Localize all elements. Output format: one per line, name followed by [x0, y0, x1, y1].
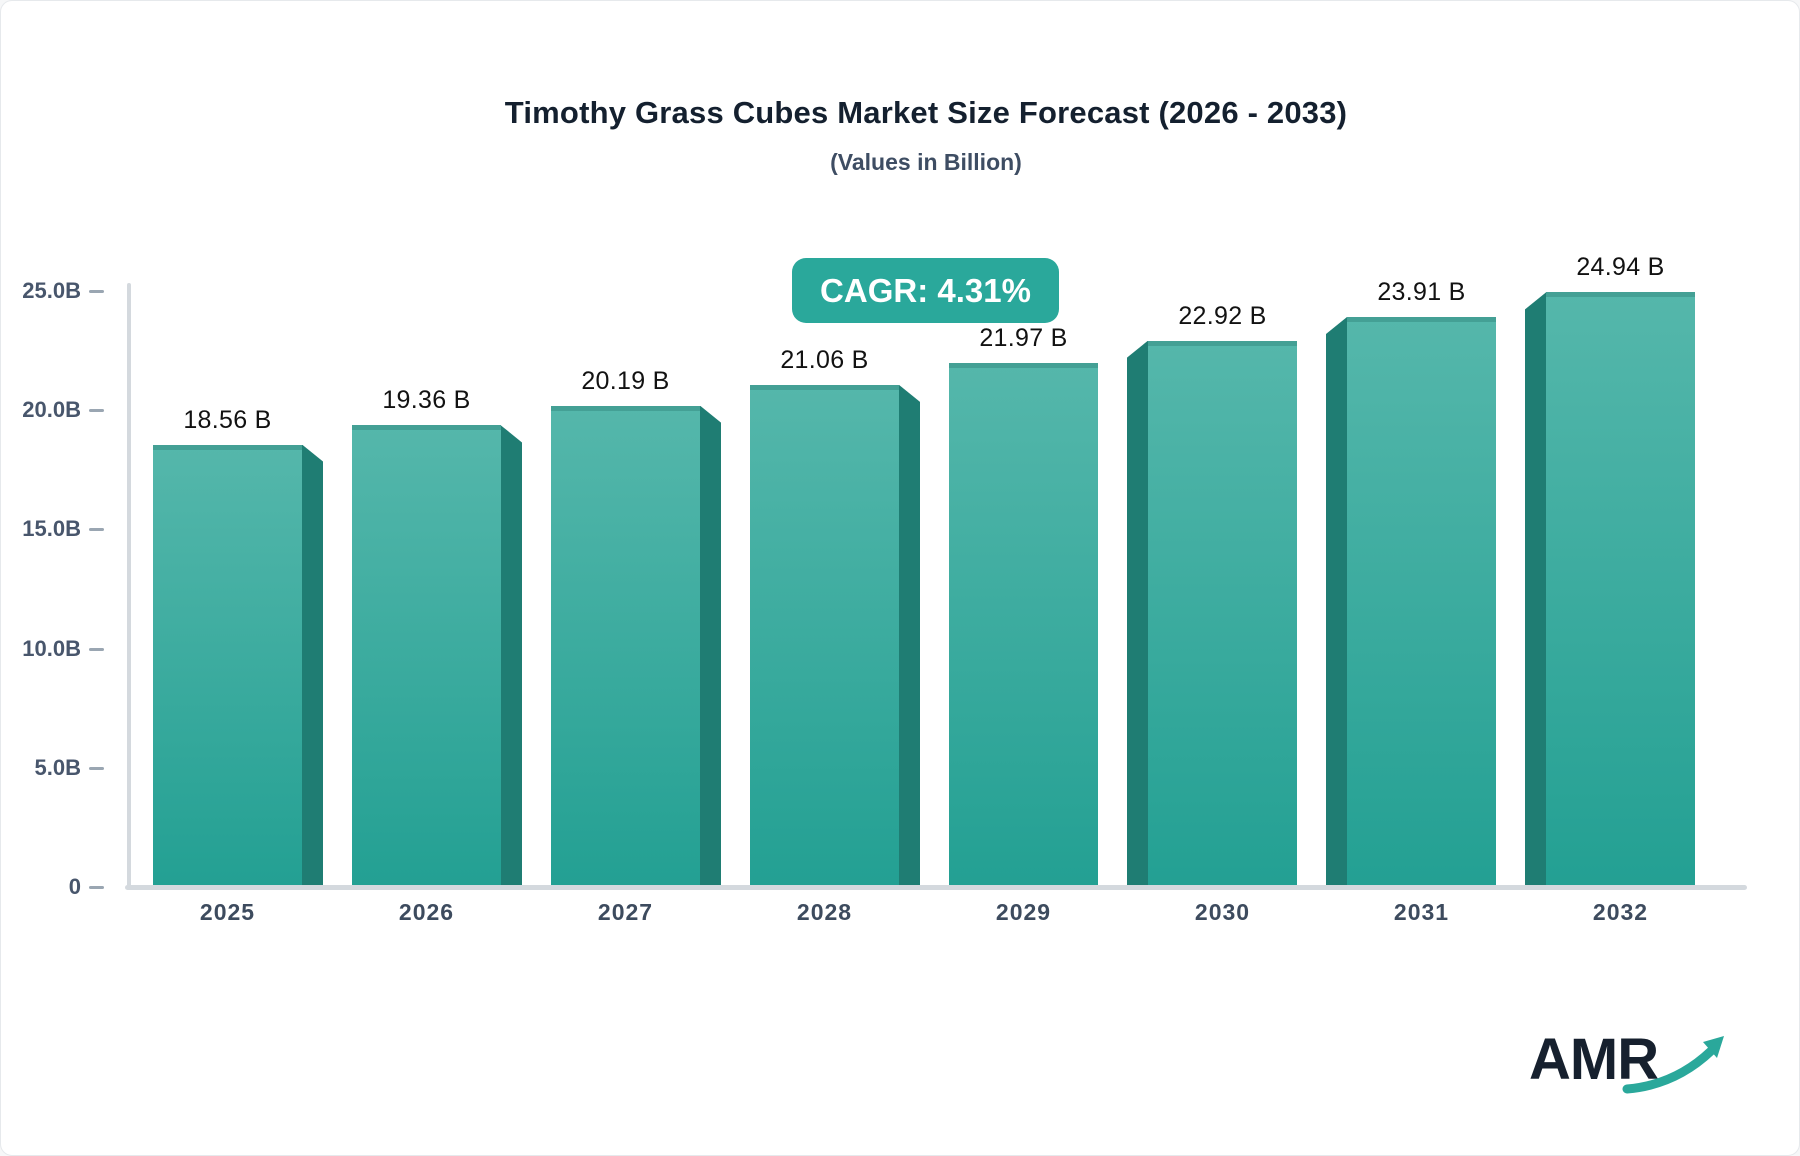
xtick-label-2028: 2028: [796, 899, 853, 925]
bar-value-label-2026: 19.36 B: [382, 386, 471, 415]
ytick-label: 5.0B: [34, 754, 81, 780]
amr-logo-text: AMR: [1529, 1027, 1659, 1092]
bar-side-face-2032: [1525, 292, 1546, 885]
bar-value-label-2031: 23.91 B: [1377, 277, 1466, 306]
ytick-dash-icon: [89, 886, 104, 889]
bar-side-face-2026: [501, 425, 522, 885]
xtick-label-2027: 2027: [597, 899, 654, 925]
x-axis-line: [125, 885, 1747, 890]
bar-2028[interactable]: [750, 384, 899, 885]
bar-side-face-2027: [700, 405, 721, 885]
bar-side-face-2025: [302, 444, 323, 885]
xtick-label-2026: 2026: [398, 899, 455, 925]
bar-2027[interactable]: [551, 405, 700, 885]
ytick-dash-icon: [89, 766, 104, 770]
cagr-badge-label: CAGR: 4.31%: [820, 271, 1031, 309]
bar-value-label-2029: 21.97 B: [979, 324, 1068, 353]
bar-value-label-2028: 21.06 B: [780, 345, 869, 374]
ytick-dash-icon: [89, 290, 104, 293]
growth-arrow-icon: [1622, 1036, 1724, 1094]
bar-2031[interactable]: [1347, 316, 1496, 885]
bar-value-label-2027: 20.19 B: [581, 366, 670, 395]
bar-2030[interactable]: [1148, 340, 1297, 885]
bar-2025[interactable]: [153, 444, 302, 885]
chart-subtitle: (Values in Billion): [830, 149, 1022, 175]
ytick-label: 25.0B: [22, 278, 81, 303]
xtick-label-2025: 2025: [199, 899, 256, 925]
ytick-dash-icon: [89, 647, 104, 651]
bar-2029[interactable]: [949, 363, 1098, 885]
ytick-label: 0: [68, 874, 81, 899]
ytick-label: 20.0B: [22, 397, 81, 423]
amr-logo: AMR: [1529, 1031, 1749, 1111]
bar-2032[interactable]: [1546, 292, 1695, 885]
bar-side-face-2028: [899, 384, 920, 885]
bar-value-label-2025: 18.56 B: [183, 405, 272, 434]
xtick-label-2030: 2030: [1194, 899, 1251, 925]
ytick-dash-icon: [89, 528, 104, 532]
ytick-dash-icon: [89, 409, 104, 413]
bar-2026[interactable]: [352, 425, 501, 885]
ytick-label: 10.0B: [22, 635, 81, 661]
bar-side-face-2031: [1326, 316, 1347, 885]
bar-side-face-2030: [1127, 340, 1148, 885]
cagr-badge: CAGR: 4.31%: [792, 258, 1059, 323]
xtick-label-2029: 2029: [995, 899, 1052, 925]
xtick-label-2032: 2032: [1592, 899, 1649, 925]
bar-value-label-2030: 22.92 B: [1178, 301, 1267, 330]
y-axis-line: [127, 283, 131, 887]
ytick-label: 15.0B: [22, 516, 81, 542]
chart-title: Timothy Grass Cubes Market Size Forecast…: [504, 95, 1348, 130]
bar-value-label-2032: 24.94 B: [1576, 253, 1665, 282]
xtick-label-2031: 2031: [1393, 899, 1450, 925]
